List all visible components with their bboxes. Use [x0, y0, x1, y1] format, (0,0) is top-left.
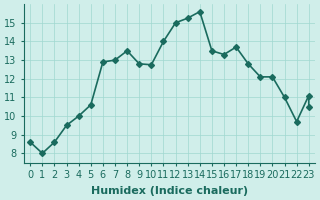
X-axis label: Humidex (Indice chaleur): Humidex (Indice chaleur): [91, 186, 248, 196]
